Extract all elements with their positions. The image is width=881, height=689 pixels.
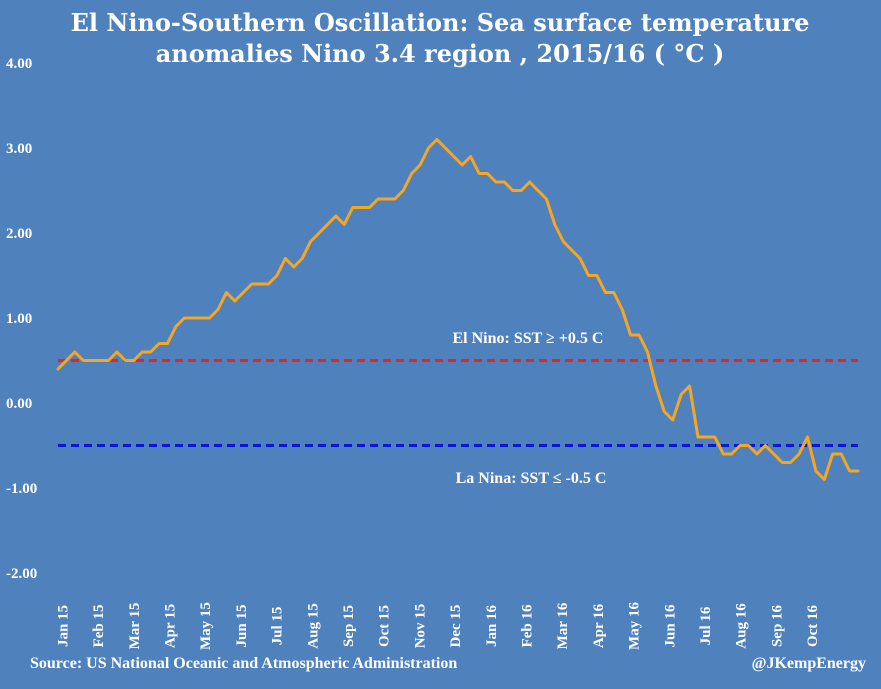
x-tick-label: Jul 16	[698, 606, 714, 645]
series-line	[56, 138, 860, 481]
y-tick-label: -1.00	[6, 481, 37, 497]
x-tick-label: Sep 15	[341, 605, 357, 647]
y-tick-label: 2.00	[6, 226, 32, 242]
x-tick-label: Oct 16	[805, 604, 821, 647]
x-tick-label: Jun 16	[662, 604, 678, 647]
y-tick-label: 1.00	[6, 311, 32, 327]
x-tick-label: Jan 15	[55, 605, 71, 647]
x-tick-label: Oct 15	[377, 605, 393, 647]
y-tick-label: 3.00	[6, 141, 32, 157]
x-tick-label: Aug 15	[305, 603, 321, 648]
y-tick-label: 4.00	[6, 56, 32, 72]
x-tick-label: Mar 16	[555, 602, 571, 649]
y-tick-label: -2.00	[6, 566, 37, 582]
x-tick-label: Apr 16	[591, 603, 607, 648]
x-tick-label: Feb 15	[91, 605, 107, 648]
x-axis: Jan 15 Feb 15 Mar 15 Apr 15 May 15 Jun 15 Jul …	[55, 602, 821, 650]
chart-title-line2: anomalies Nino 3.4 region , 2015/16 ( °C…	[156, 39, 724, 68]
x-tick-label: Dec 15	[448, 605, 464, 648]
x-tick-label: Nov 15	[412, 604, 428, 649]
x-tick-label: Aug 16	[734, 603, 750, 649]
x-tick-label: Apr 15	[163, 604, 179, 648]
author-handle: @JKempEnergy	[752, 655, 866, 672]
el-nino-annotation: El Nino: SST ≥ +0.5 C	[453, 330, 604, 347]
x-tick-label: May 15	[198, 602, 214, 650]
x-tick-label: May 16	[627, 602, 643, 650]
x-tick-label: Feb 16	[520, 604, 536, 647]
x-tick-label: Jan 16	[484, 604, 500, 647]
x-tick-label: Mar 15	[127, 603, 143, 650]
x-tick-label: Sep 16	[769, 604, 785, 647]
series-group	[56, 138, 860, 481]
y-axis: 4.00 3.00 2.00 1.00 0.00 -1.00 -2.00	[6, 56, 37, 582]
x-tick-label: Jun 15	[234, 605, 250, 648]
x-tick-label: Jul 15	[270, 607, 286, 646]
y-tick-label: 0.00	[6, 396, 32, 412]
la-nina-annotation: La Nina: SST ≤ -0.5 C	[456, 470, 607, 487]
source-note: Source: US National Oceanic and Atmosphe…	[30, 655, 457, 672]
chart-title-line1: El Nino-Southern Oscillation: Sea surfac…	[71, 8, 810, 37]
threshold-lines	[58, 359, 858, 447]
